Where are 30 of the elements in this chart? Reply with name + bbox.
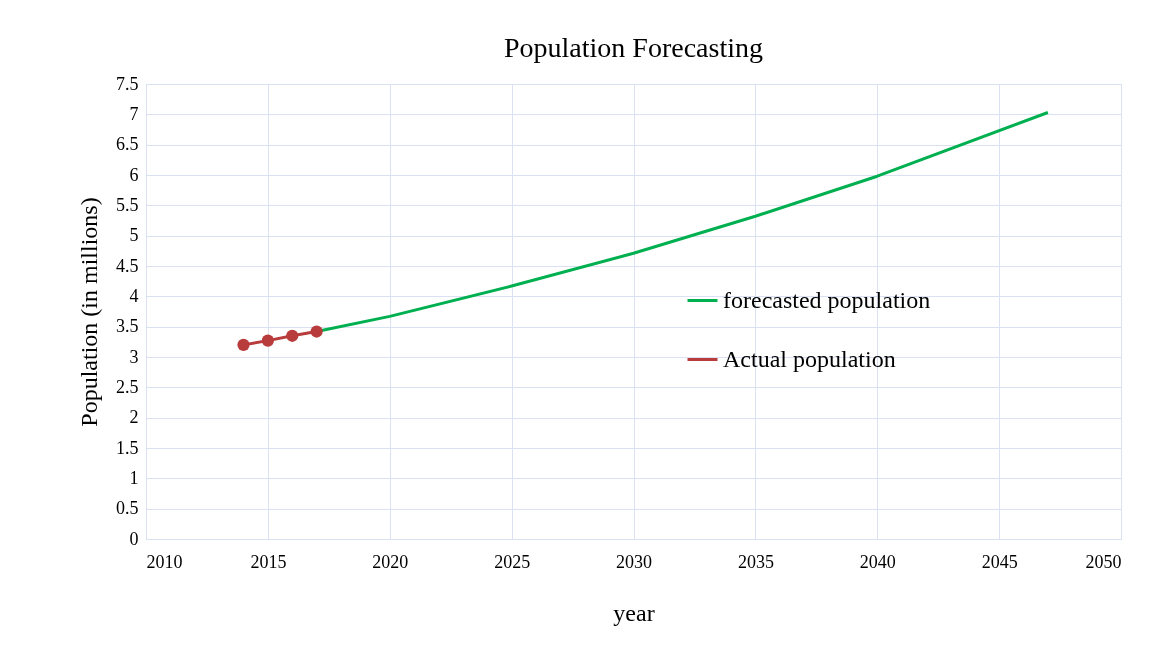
y-tick-label: 2.5	[116, 376, 139, 397]
y-tick-label: 0	[129, 528, 139, 549]
y-axis-title: Population (in millions)	[76, 197, 102, 427]
y-tick-label: 4	[129, 285, 139, 306]
x-tick-label: 2035	[737, 551, 774, 572]
y-tick-label: 0.5	[116, 498, 139, 519]
y-tick-label: 5	[129, 225, 139, 246]
y-tick-label: 5.5	[116, 194, 139, 215]
x-tick-label: 2030	[616, 551, 652, 572]
legend-label: forecasted population	[723, 286, 931, 313]
x-tick-label: 2050	[1085, 551, 1122, 572]
y-tick-label: 7	[129, 103, 139, 124]
x-tick-label: 2010	[146, 551, 183, 572]
x-tick-label: 2020	[372, 551, 409, 572]
x-tick-label: 2015	[250, 551, 287, 572]
y-tick-label: 4.5	[116, 255, 139, 276]
chart-title: Population Forecasting	[504, 32, 763, 63]
y-tick-label: 7.5	[116, 73, 139, 94]
x-tick-label: 2045	[981, 551, 1018, 572]
y-tick-label: 1	[129, 467, 139, 488]
y-tick-label: 1.5	[116, 437, 139, 458]
y-tick-label: 2	[129, 407, 139, 428]
y-tick-label: 6	[129, 164, 139, 185]
x-axis-title: year	[613, 599, 655, 626]
legend-label: Actual population	[723, 345, 896, 372]
x-tick-label: 2040	[859, 551, 896, 572]
x-tick-label: 2025	[494, 551, 531, 572]
y-tick-label: 6.5	[116, 134, 139, 155]
y-tick-label: 3	[129, 346, 139, 367]
y-tick-label: 3.5	[116, 316, 139, 337]
